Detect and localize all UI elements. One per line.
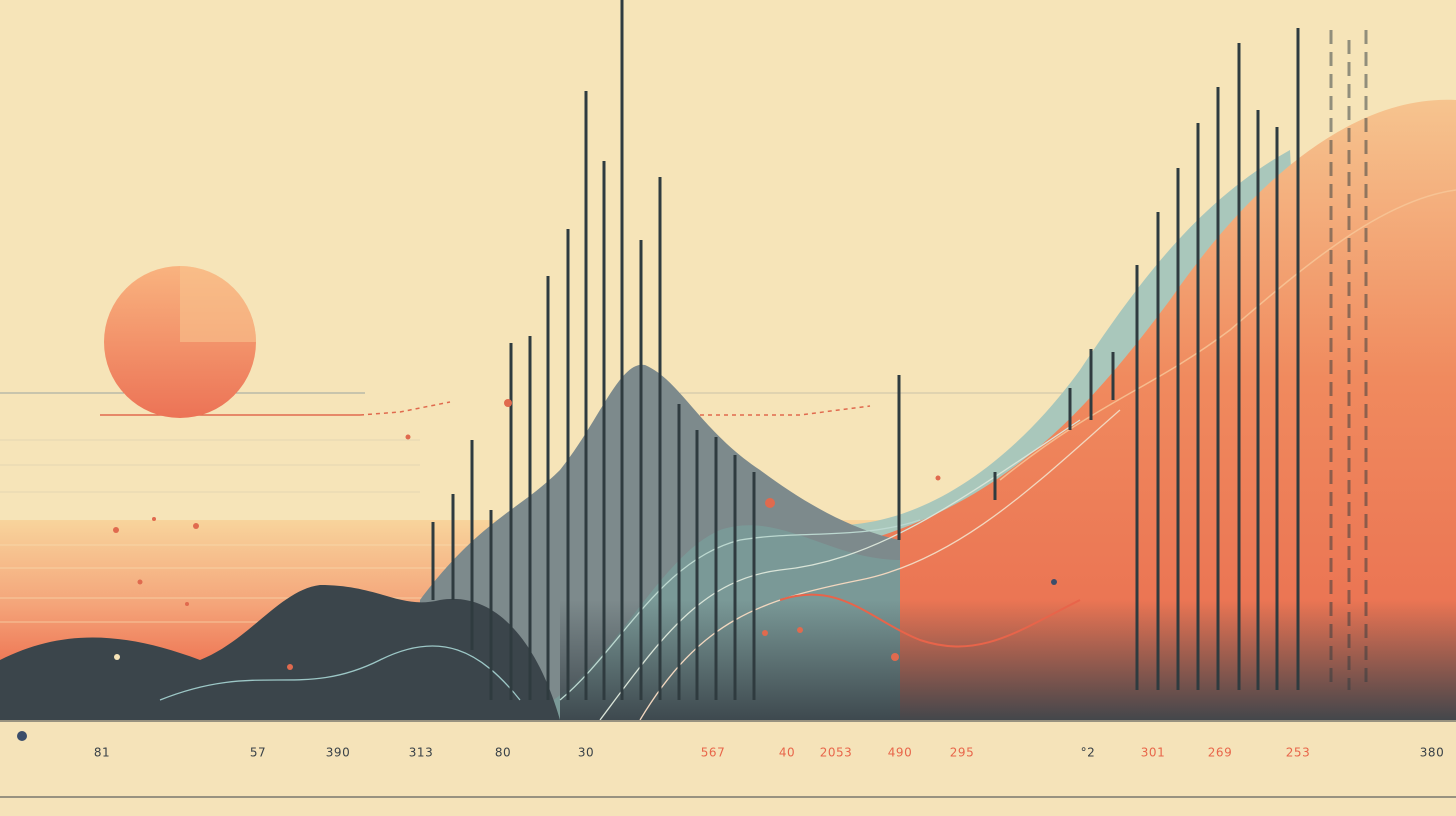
label: 30 — [578, 746, 594, 760]
accent-line — [359, 401, 451, 416]
label: 57 — [250, 746, 266, 760]
label: 490 — [888, 746, 912, 760]
label: 313 — [409, 746, 433, 760]
label: 253 — [1286, 746, 1310, 760]
faint-lines — [0, 439, 420, 493]
label: 80 — [495, 746, 511, 760]
label: 81 — [94, 746, 110, 760]
dot — [114, 654, 120, 660]
label: 301 — [1141, 746, 1165, 760]
label: 295 — [950, 746, 974, 760]
curve — [999, 189, 1456, 481]
label: 380 — [1420, 746, 1444, 760]
accent-line — [700, 405, 871, 416]
label: 40 — [779, 746, 795, 760]
marker — [17, 731, 27, 741]
shadow — [560, 600, 1456, 720]
footer — [0, 720, 1456, 816]
label: 567 — [701, 746, 725, 760]
dots — [113, 399, 941, 670]
foreground-hill — [0, 585, 560, 720]
label: 2053 — [820, 746, 853, 760]
vertical-lines — [431, 0, 1368, 700]
curves — [159, 409, 1121, 721]
label: 269 — [1208, 746, 1232, 760]
orange-area — [850, 99, 1456, 720]
label: 390 — [326, 746, 350, 760]
label: °2 — [1081, 746, 1096, 760]
dot — [1051, 579, 1057, 585]
sun-facet — [180, 266, 256, 342]
